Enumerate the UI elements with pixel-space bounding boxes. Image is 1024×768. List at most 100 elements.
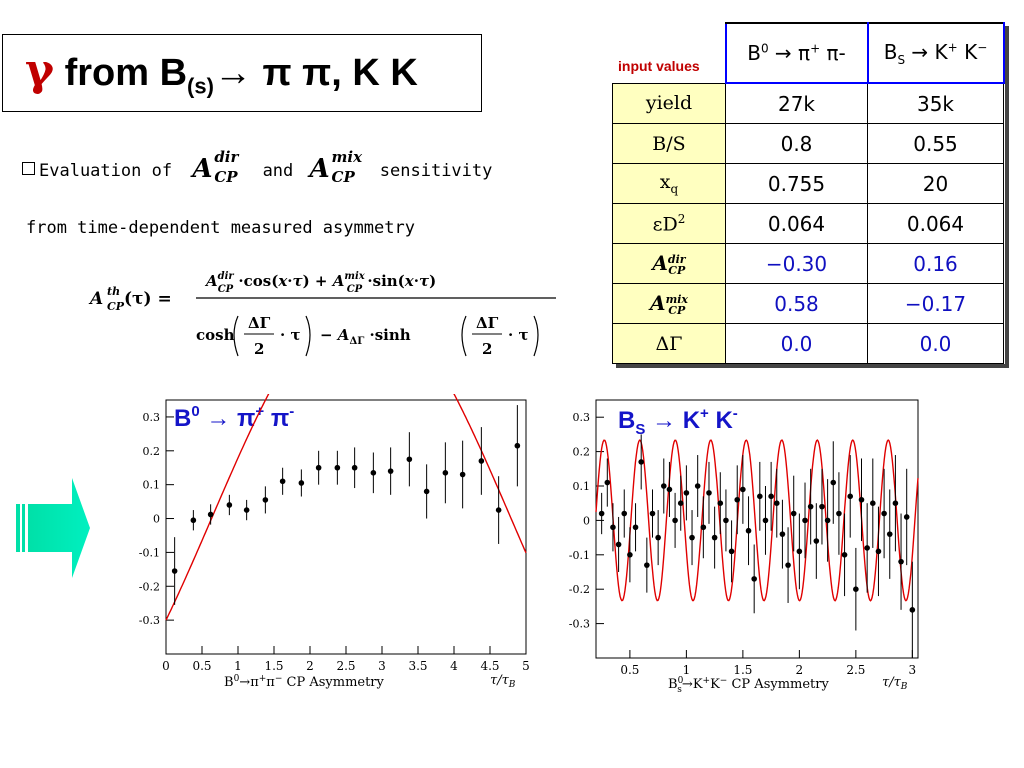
data-point [841, 552, 848, 558]
data-point [689, 534, 695, 541]
plot-b0-pipi: B0 → π+ π- B0→π+π− CP Asymmetry τ/τB 0.3… [139, 394, 530, 690]
denom-frac2-den: 2 [482, 340, 492, 358]
x-axis-unit: τ/τB [490, 673, 516, 690]
data-point [334, 464, 341, 471]
slide-title-box: γ from B(s)→ π π, K K [2, 34, 482, 112]
data-point [773, 500, 780, 506]
asymmetry-formula: A th CP (τ) = Adir CP ·cos(x·τ) + Amix CP … [88, 271, 556, 358]
data-point [666, 486, 673, 493]
y-tick-label: -0.1 [569, 549, 590, 562]
data-point [315, 464, 322, 471]
data-point [858, 496, 865, 503]
data-point [886, 531, 893, 537]
x-tick-label: 1 [234, 659, 242, 673]
data-point [370, 470, 377, 476]
plot-bs-kk: BS → K+ K- B0 s→K+K− CP Asymmetry τ/τB 0.… [569, 399, 919, 692]
data-point [734, 496, 741, 503]
y-tick-label: 0.1 [573, 480, 591, 493]
x-tick-label: 0.5 [192, 659, 211, 673]
cell-value: 0.064 [867, 203, 1004, 244]
y-tick-label: 0.1 [143, 479, 161, 492]
data-point [711, 534, 718, 541]
data-point [802, 517, 808, 524]
data-point [768, 493, 774, 500]
data-point [847, 493, 854, 500]
data-point [387, 468, 394, 474]
y-tick-label: -0.3 [139, 614, 160, 627]
x-tick-label: 1.5 [733, 663, 752, 677]
plot-frame [595, 399, 919, 659]
title-from: from B [54, 52, 188, 94]
y-tick-label: 0.2 [143, 445, 161, 458]
data-point [881, 510, 887, 517]
acp-dir-symbol: A dir CP [192, 148, 252, 186]
acp-dir-sup: dir [214, 148, 239, 166]
data-point [514, 442, 521, 449]
x-tick-label: 0 [162, 659, 170, 673]
formula-numerator: Adir CP ·cos(x·τ) + Amix CP ·sin(x·τ) [204, 271, 436, 295]
x-tick-label: 2 [796, 663, 804, 677]
x-tick-label: 2 [306, 659, 314, 673]
data-point [728, 548, 735, 555]
x-axis-unit: τ/τB [882, 675, 908, 692]
cell-value: 0.0 [867, 323, 1004, 364]
acp-mix-sup: mix [331, 148, 363, 166]
y-tick-label: -0.2 [569, 583, 590, 596]
right-arrow-icon [16, 478, 90, 578]
y-tick-label: 0 [153, 513, 160, 526]
data-point [740, 486, 746, 493]
cell-value: 0.755 [725, 163, 868, 204]
data-point [478, 458, 485, 464]
formula-lhs-sub: CP [107, 300, 125, 313]
data-point [824, 517, 831, 524]
denom-tau1: · τ [280, 326, 301, 344]
data-point [790, 510, 797, 517]
denom-frac2-num: ΔΓ [476, 314, 499, 332]
formula-lhs-arg: (τ) = [124, 289, 172, 309]
cell-value: 20 [867, 163, 1004, 204]
data-point [615, 541, 622, 548]
data-point [892, 500, 899, 506]
acp-mix-symbol: A mix CP [310, 148, 370, 186]
table-corner [613, 23, 726, 83]
data-point [351, 464, 358, 471]
data-point [819, 503, 825, 510]
title-gamma: γ [25, 45, 55, 96]
x-tick-label: 3 [378, 659, 386, 673]
data-point [279, 478, 286, 485]
denom-frac1-den: 2 [254, 340, 264, 358]
plot-ticks: 0.3 0.2 0.1 0 -0.1 -0.2 -0.3 0 0.5 1 1.5 2 2.5 3 3.5 4 4… [139, 411, 530, 673]
table-row: B/S 0.8 0.55 [612, 123, 1004, 164]
x-tick-label: 1.5 [264, 659, 283, 673]
table-row: xq 0.755 20 [612, 163, 1004, 204]
data-point [751, 576, 757, 582]
data-point [226, 502, 233, 508]
y-tick-label: -0.1 [139, 546, 160, 559]
data-point [604, 479, 611, 486]
x-axis-label: B0→π+π− CP Asymmetry [224, 674, 385, 690]
data-point [813, 538, 820, 544]
data-point [632, 524, 639, 531]
data-point [655, 534, 661, 541]
x-tick-label: 2.5 [336, 659, 355, 673]
x-tick-label: 2.5 [846, 663, 865, 677]
y-tick-label: 0.2 [573, 446, 591, 459]
data-point [836, 510, 842, 517]
title-sub: (s) [187, 73, 214, 99]
cell-value: 35k [867, 82, 1004, 124]
data-point [627, 552, 633, 558]
data-point [807, 503, 814, 510]
data-point [644, 562, 650, 568]
bullet-line-2: from time-dependent measured asymmetry [26, 218, 415, 238]
data-point [875, 548, 882, 555]
formula-denominator: cosh [196, 326, 235, 344]
x-tick-label: 1 [683, 663, 691, 677]
data-point [649, 510, 656, 517]
table-row: Adir CP −0.30 0.16 [612, 243, 1004, 284]
data-point [406, 456, 413, 463]
y-tick-label: 0 [583, 514, 590, 527]
data-point [853, 586, 859, 592]
table-row: εD2 0.064 0.064 [612, 203, 1004, 244]
data-point [298, 480, 305, 486]
data-point [621, 510, 628, 517]
